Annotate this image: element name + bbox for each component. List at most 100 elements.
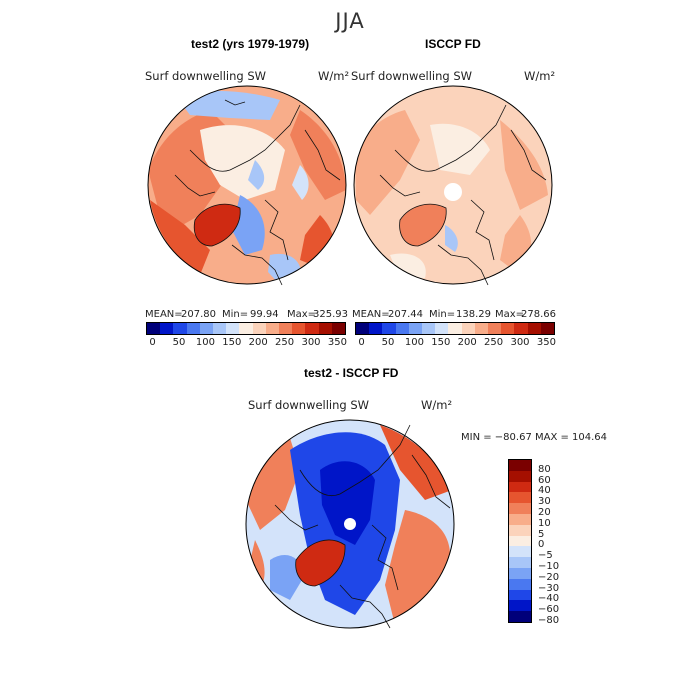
panel2-max-label: Max= [495, 309, 525, 320]
map2-field-warm-west [355, 110, 420, 215]
panel1-mean-label: MEAN= [145, 309, 183, 320]
colorbar-tick-label: 150 [222, 337, 242, 348]
colorbar-tick-label: 20 [538, 507, 551, 518]
colorbar-cell [509, 600, 531, 612]
colorbar-tick-label: 300 [510, 337, 530, 348]
colorbar-tick-label: 350 [327, 337, 347, 348]
colorbar-tick-label: 50 [381, 337, 395, 348]
map2-field-neutral-north [430, 123, 490, 175]
panel3-minmax-text: MIN = −80.67 MAX = 104.64 [461, 432, 608, 443]
colorbar-cell [509, 503, 531, 514]
colorbar-cell [226, 323, 240, 334]
colorbar-tick-label: 150 [431, 337, 451, 348]
map3-field-cool-core [320, 461, 375, 545]
colorbar-cell [527, 323, 541, 334]
colorbar-cell [448, 323, 462, 334]
panel1-min-value: 99.94 [250, 309, 279, 320]
colorbar-cell [540, 323, 555, 334]
colorbar-tick-label: 10 [538, 517, 551, 529]
colorbar-tick-label: −40 [538, 593, 560, 605]
colorbar-tick-label: 30 [538, 496, 551, 508]
colorbar-cell [160, 323, 174, 334]
panel2-colorbar [355, 322, 555, 335]
map1-field-warm-sw [150, 200, 210, 275]
colorbar-cell [147, 323, 161, 334]
map3-missing-pole [344, 518, 356, 530]
colorbar-tick-label: 100 [404, 337, 424, 348]
panel1-max-value: 325.93 [313, 309, 348, 320]
colorbar-cell [435, 323, 449, 334]
panel1-mean-value: 207.80 [181, 309, 216, 320]
colorbar-cell [509, 481, 531, 493]
panel1-units-label: W/m² [318, 69, 350, 83]
colorbar-cell [213, 323, 227, 334]
panel1-variable-label: Surf downwelling SW [145, 69, 267, 83]
map3-field-warm-east [385, 510, 451, 625]
map3-field-warm-ne [380, 425, 452, 500]
map1-field-cool-north [175, 90, 280, 120]
panel1-max-label: Max= [287, 309, 317, 320]
colorbar-cell [509, 557, 531, 568]
colorbar-cell [509, 513, 531, 525]
map1-boundary [147, 85, 347, 285]
map2-boundary [353, 85, 553, 285]
colorbar-tick-label: −30 [538, 582, 560, 594]
map1-field-warm-east [290, 110, 346, 200]
colorbar-tick-label: −10 [538, 561, 560, 572]
panel1-colorbar [146, 322, 346, 335]
colorbar-cell [199, 323, 214, 334]
colorbar-tick-label: 200 [248, 337, 268, 348]
panel2-title: ISCCP FD [425, 37, 481, 51]
panel2-max-value: 278.66 [521, 309, 556, 320]
map1 [148, 86, 346, 284]
colorbar-cell [186, 323, 200, 334]
panel2-min-label: Min= [429, 309, 456, 320]
colorbar-cell [265, 323, 280, 334]
colorbar-tick-label: 80 [538, 463, 551, 475]
season-title: JJA [335, 9, 365, 33]
colorbar-tick-label: 40 [538, 485, 551, 497]
colorbar-cell [509, 470, 531, 482]
panel1-min-label: Min= [222, 309, 249, 320]
colorbar-cell [292, 323, 306, 334]
panel1-title: test2 (yrs 1979-1979) [191, 37, 310, 51]
colorbar-cell [509, 578, 531, 590]
colorbar-tick-label: 60 [538, 474, 551, 486]
colorbar-cell [509, 611, 531, 622]
colorbar-tick-label: 5 [538, 528, 545, 540]
map2-missing-pole [444, 183, 462, 201]
map1-coastlines [174, 99, 341, 286]
colorbar-cell [509, 492, 531, 504]
colorbar-cell [509, 460, 531, 471]
map3-boundary [245, 419, 455, 629]
colorbar-tick-label: −60 [538, 604, 560, 616]
map2-coastlines [379, 104, 547, 286]
colorbar-cell [305, 323, 319, 334]
colorbar-cell [514, 323, 528, 334]
map3 [246, 420, 454, 628]
colorbar-tick-label: 0 [538, 539, 545, 551]
panel2-units-label: W/m² [524, 69, 556, 83]
panel2-mean-label: MEAN= [352, 309, 390, 320]
colorbar-cell [252, 323, 266, 334]
map3-field-warm-west [246, 438, 300, 530]
colorbar-tick-label: 350 [536, 337, 556, 348]
colorbar-tick-label: 200 [457, 337, 477, 348]
colorbar-tick-label: 100 [195, 337, 215, 348]
colorbar-cell [173, 323, 187, 334]
panel3-title: test2 - ISCCP FD [304, 366, 399, 380]
colorbar-cell [422, 323, 436, 334]
colorbar-tick-label: −20 [538, 571, 560, 583]
map2-field-greenland [399, 204, 447, 246]
map3-field-greenland [295, 540, 346, 586]
colorbar-cell [331, 323, 346, 334]
colorbar-tick-label: −5 [538, 550, 553, 562]
colorbar-cell [395, 323, 409, 334]
colorbar-cell [509, 546, 531, 558]
colorbar-cell [509, 535, 531, 547]
panel3-units-label: W/m² [421, 398, 453, 412]
panel2-mean-value: 207.44 [388, 309, 423, 320]
map2 [354, 86, 552, 284]
map3-coastlines [274, 424, 451, 629]
